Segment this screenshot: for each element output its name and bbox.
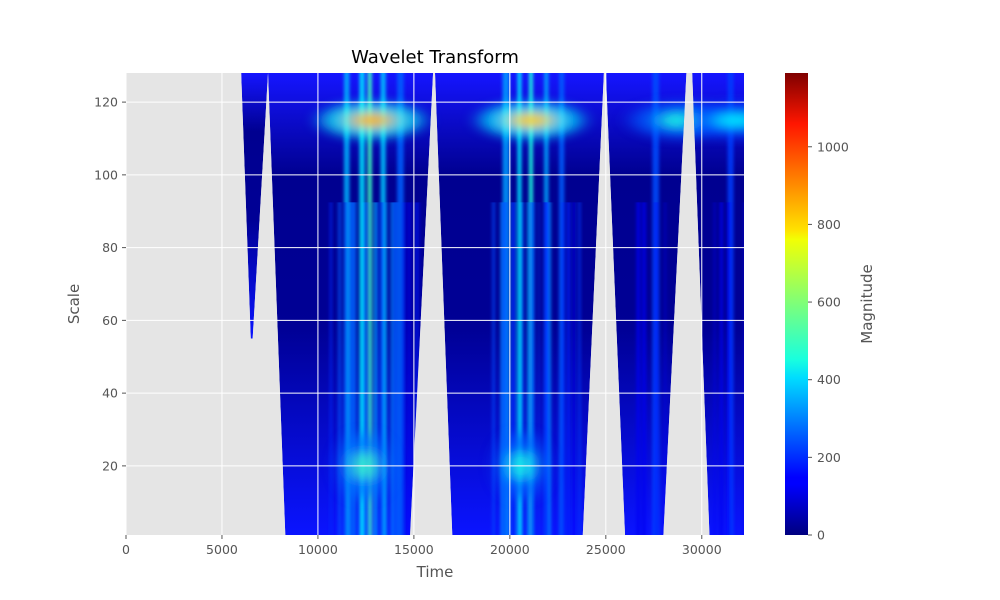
colorbar-tick-label: 200 (817, 450, 841, 465)
x-tick-label: 5000 (206, 542, 238, 557)
x-tick-label: 25000 (586, 542, 626, 557)
band-2 (359, 73, 365, 535)
band-streak (367, 202, 369, 535)
band-streak (500, 202, 503, 535)
band-streak (407, 202, 411, 535)
y-tick-label: 20 (102, 458, 118, 473)
band-streak (390, 202, 394, 535)
band-streak (329, 202, 333, 535)
band-streak (561, 202, 565, 535)
band-3 (367, 73, 372, 535)
band-streak (506, 202, 508, 535)
colorbar-tick-label: 0 (817, 528, 825, 543)
hotspot-1 (349, 112, 395, 129)
y-tick-label: 60 (102, 313, 118, 328)
band-streak (641, 202, 645, 535)
band-7 (517, 73, 522, 535)
band-streak (352, 202, 357, 535)
chart-title: Wavelet Transform (351, 47, 519, 68)
band-streak (567, 202, 570, 535)
grid (125, 73, 744, 535)
colorbar-gradient (785, 73, 808, 535)
y-tick-label: 40 (102, 386, 118, 401)
colorbar: 0 200 400 600 800 1000 Magnitude (785, 73, 876, 543)
band-streak (338, 202, 342, 535)
x-tick-label: 10000 (298, 542, 338, 557)
band-streak (538, 202, 540, 535)
band-streak (348, 202, 353, 535)
band-streak (747, 202, 749, 535)
band-streak (511, 202, 515, 535)
x-axis-label: Time (416, 563, 454, 581)
band-streak (727, 202, 731, 535)
band-streak (502, 202, 504, 535)
band-streak (720, 202, 723, 535)
band-streak (403, 202, 406, 535)
y-tick-label: 120 (94, 95, 118, 110)
x-tick-label: 0 (122, 542, 130, 557)
band-streak (643, 202, 647, 535)
band-streak (392, 202, 395, 535)
band-streak (743, 202, 744, 535)
y-tick-label: 80 (102, 240, 118, 255)
y-axis: 20 40 60 80 100 120 (94, 95, 126, 473)
colorbar-ticks: 0 200 400 600 800 1000 (808, 139, 849, 543)
band-streak (402, 202, 404, 535)
band-12 (727, 73, 734, 535)
band-streak (578, 202, 581, 535)
band-streak (713, 202, 716, 535)
band-streak (637, 202, 640, 535)
band-streak (529, 202, 532, 535)
band-streak (548, 202, 551, 535)
band-streak (527, 202, 529, 535)
x-tick-label: 20000 (490, 542, 530, 557)
band-streak (664, 202, 666, 535)
hotspot-2 (508, 112, 554, 129)
band-streak (380, 202, 383, 535)
band-streak (492, 202, 495, 535)
band-streak (521, 202, 524, 535)
band-streak (344, 202, 347, 535)
y-tick-label: 100 (94, 167, 118, 182)
x-tick-label: 15000 (394, 542, 434, 557)
band-streak (385, 202, 388, 535)
band-5 (397, 73, 404, 535)
colorbar-tick-label: 800 (817, 217, 841, 232)
band-streak (544, 202, 549, 535)
colorbar-tick-label: 600 (817, 295, 841, 310)
band-streak (531, 202, 535, 535)
band-streak (394, 202, 397, 535)
heatmap (241, 73, 749, 535)
hotspot-4 (713, 112, 744, 129)
x-tick-label: 30000 (682, 542, 722, 557)
band-streak (414, 202, 418, 535)
band-streak (364, 202, 367, 535)
band-streak (654, 202, 658, 535)
x-axis: 0 5000 10000 15000 20000 25000 30000 (122, 535, 722, 557)
band-streak (373, 202, 376, 535)
colorbar-label: Magnitude (858, 264, 876, 343)
colorbar-tick-label: 400 (817, 372, 841, 387)
cone-region-1 (241, 73, 269, 339)
colorbar-tick-label: 1000 (817, 139, 849, 154)
band-1 (343, 73, 350, 535)
cone-region-4 (605, 73, 687, 535)
band-streak (376, 202, 379, 535)
band-streak (504, 202, 507, 535)
plot-area (125, 73, 749, 535)
band-streak (351, 202, 354, 535)
y-axis-label: Scale (65, 284, 83, 324)
band-streak (572, 202, 576, 535)
